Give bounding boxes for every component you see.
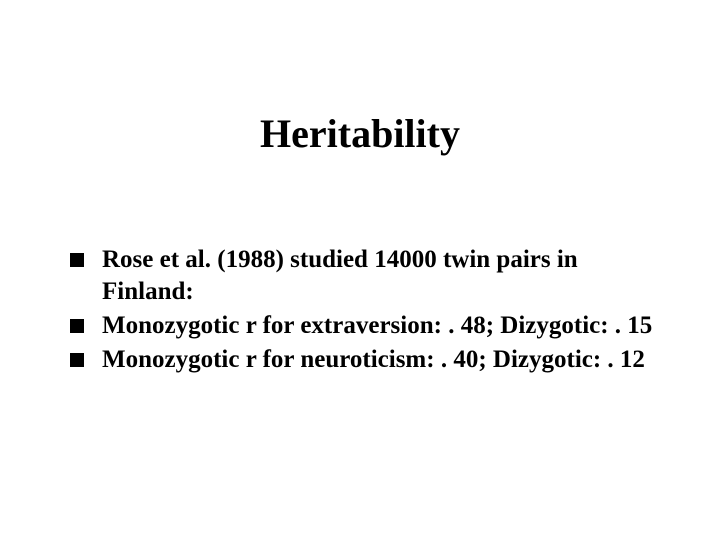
bullet-item: Rose et al. (1988) studied 14000 twin pa… <box>70 244 660 308</box>
square-bullet-icon <box>70 353 84 367</box>
square-bullet-icon <box>70 253 84 267</box>
slide: Heritability Rose et al. (1988) studied … <box>0 0 720 540</box>
bullet-item: Monozygotic r for extraversion: . 48; Di… <box>70 310 660 342</box>
slide-title: Heritability <box>0 110 720 157</box>
bullet-text: Rose et al. (1988) studied 14000 twin pa… <box>102 244 660 308</box>
square-bullet-icon <box>70 319 84 333</box>
bullet-text: Monozygotic r for neuroticism: . 40; Diz… <box>102 344 645 376</box>
slide-body: Rose et al. (1988) studied 14000 twin pa… <box>70 244 660 378</box>
bullet-item: Monozygotic r for neuroticism: . 40; Diz… <box>70 344 660 376</box>
bullet-text: Monozygotic r for extraversion: . 48; Di… <box>102 310 652 342</box>
